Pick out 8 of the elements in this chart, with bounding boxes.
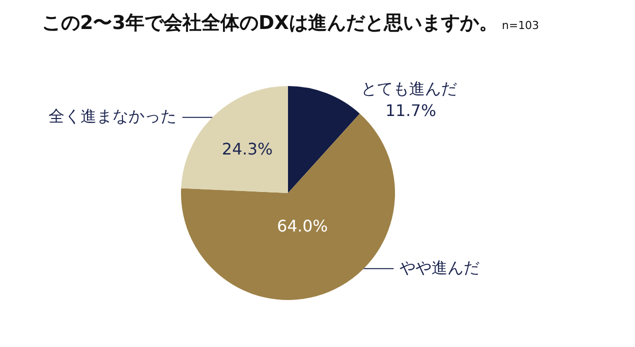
data-label: 64.0% [277, 216, 328, 236]
data-label: 11.7% [385, 101, 436, 120]
data-label: 24.3% [222, 140, 273, 159]
slice-label: 全く進まなかった [48, 106, 176, 126]
slice-label: やや進んだ [400, 258, 480, 277]
text: n=103 [502, 19, 540, 32]
slice-label: とても進んだ [360, 79, 457, 98]
chart-title: この2〜3年で会社全体のDXは進んだと思いますか。 [42, 12, 498, 34]
